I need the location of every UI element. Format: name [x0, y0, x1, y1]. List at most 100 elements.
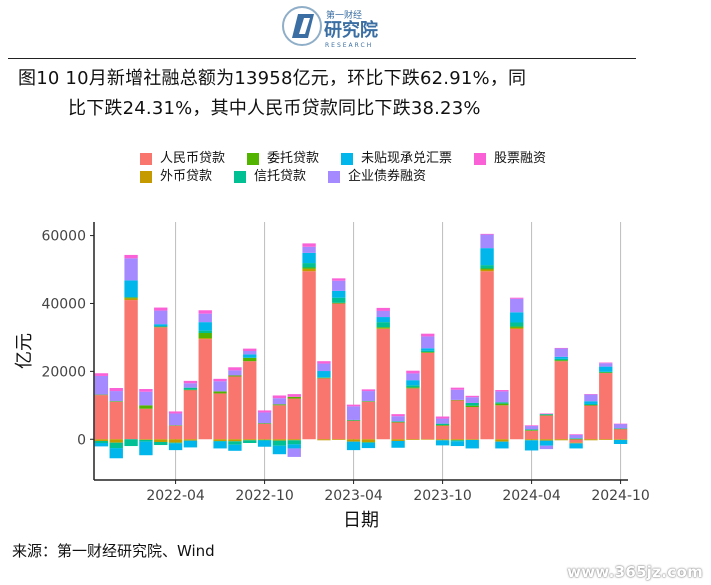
- bar-segment: [109, 391, 123, 402]
- bar-segment: [480, 265, 494, 269]
- bar-segment: [421, 333, 435, 337]
- bar-segment: [361, 443, 376, 449]
- bar-segment: [168, 439, 183, 443]
- bar-segment: [613, 439, 628, 440]
- bar-segment: [124, 297, 138, 299]
- bar-segment: [94, 439, 109, 441]
- bar-segment: [302, 271, 316, 440]
- bar-segment: [391, 416, 405, 422]
- bar-segment: [139, 408, 153, 440]
- bar-segment: [495, 403, 509, 406]
- bar-segment: [599, 373, 613, 440]
- bar-segment: [139, 441, 153, 456]
- legend-row-1: 人民币贷款 委托贷款 未贴现承兑汇票 股票融资: [140, 150, 640, 168]
- bar-segment: [584, 394, 598, 395]
- bar-segment: [569, 434, 583, 439]
- x-tick-label: 2024-10: [591, 488, 650, 504]
- bar-segment: [139, 391, 153, 406]
- bar-segment: [243, 348, 257, 351]
- bar-segment: [346, 439, 361, 442]
- bar-segment: [495, 402, 509, 404]
- bar-segment: [94, 395, 109, 440]
- x-tick-label: 2024-04: [502, 488, 561, 504]
- bar-segment: [257, 423, 272, 440]
- bar-segment: [183, 439, 198, 441]
- bar-segment: [435, 439, 450, 441]
- bar-segment: [94, 375, 109, 395]
- figure-title: 图10 10月新增社融总额为13958亿元，环比下跌62.91%，同 比下跌24…: [18, 64, 618, 124]
- bar-segment: [435, 423, 450, 426]
- bar-segment: [584, 405, 598, 440]
- bar-segment: [599, 366, 613, 372]
- bar-segment: [287, 394, 301, 397]
- bar-segment: [332, 297, 346, 303]
- bar-segment: [154, 324, 168, 327]
- bar-segment: [554, 358, 568, 361]
- bar-segment: [109, 401, 123, 402]
- bar-segment: [554, 347, 568, 349]
- bar-segment: [168, 413, 183, 426]
- source-note: 来源：第一财经研究院、Wind: [12, 542, 215, 560]
- x-tick-label: 2022-10: [235, 488, 294, 504]
- bar-segment: [421, 336, 435, 349]
- bar-segment: [406, 387, 420, 389]
- bar-segment: [94, 373, 109, 376]
- bar-segment: [124, 298, 138, 301]
- bar-segment: [421, 352, 435, 440]
- bar-segment: [361, 389, 376, 392]
- bar-segment: [391, 421, 405, 423]
- bar-segment: [376, 327, 390, 329]
- bar-segment: [584, 439, 598, 441]
- bar-segment: [465, 397, 479, 403]
- bar-segment: [376, 322, 390, 328]
- bar-segment: [524, 439, 539, 441]
- bar-segment: [569, 442, 583, 444]
- bar-segment: [599, 372, 613, 374]
- y-tick-label: 40000: [41, 296, 86, 312]
- bar-segment: [391, 421, 405, 422]
- bar-segment: [154, 441, 168, 446]
- logo-text-en: RESEARCH: [325, 42, 373, 49]
- bar-segment: [272, 398, 287, 405]
- bar-segment: [272, 445, 287, 455]
- bar-segment: [198, 313, 212, 323]
- bar-segment: [539, 439, 554, 441]
- legend-label: 人民币贷款: [160, 151, 226, 166]
- bar-segment: [213, 391, 227, 394]
- bar-segment: [272, 439, 287, 441]
- bar-segment: [421, 350, 435, 353]
- bar-segment: [599, 362, 613, 364]
- bar-segment: [317, 377, 331, 378]
- bar-segment: [465, 402, 479, 406]
- bar-segment: [584, 401, 598, 404]
- legend-item-trust-loans: 信托贷款: [234, 168, 306, 186]
- bar-segment: [94, 443, 109, 447]
- bar-segment: [257, 439, 272, 441]
- legend-key-bank-acceptance: [341, 153, 354, 165]
- y-tick-label: 60000: [41, 229, 86, 245]
- bar-segment: [435, 425, 450, 440]
- bar-segment: [154, 310, 168, 325]
- bar-segment: [406, 380, 420, 386]
- bar-segment: [317, 371, 331, 378]
- bar-segment: [109, 442, 123, 449]
- bar-segment: [613, 428, 628, 429]
- bar-segment: [183, 389, 198, 391]
- bar-segment: [539, 413, 554, 415]
- legend-label: 未贴现承兑汇票: [361, 151, 453, 166]
- bar-segment: [465, 395, 479, 398]
- bar-segment: [569, 443, 583, 449]
- bar-segment: [332, 278, 346, 281]
- bar-segment: [450, 439, 465, 441]
- bar-segment: [584, 404, 598, 406]
- bar-segment: [287, 396, 301, 399]
- bar-segment: [554, 348, 568, 357]
- bar-segment: [524, 440, 539, 451]
- bar-segment: [376, 328, 390, 440]
- bar-segment: [228, 376, 242, 440]
- bar-segment: [480, 268, 494, 270]
- bar-segment: [302, 243, 316, 247]
- bar-segment: [124, 300, 138, 440]
- bar-segment: [406, 373, 420, 381]
- bar-segment: [406, 439, 420, 440]
